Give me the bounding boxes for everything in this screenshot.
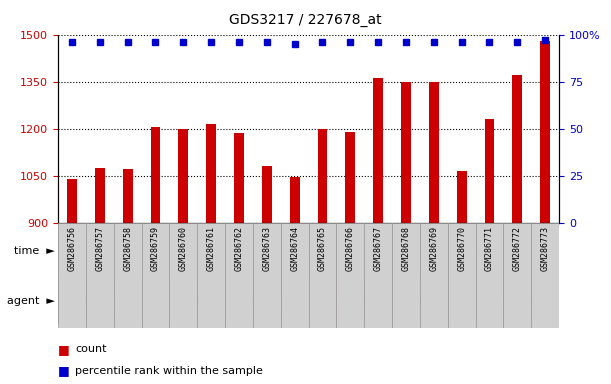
Text: GSM286765: GSM286765 bbox=[318, 226, 327, 271]
Text: count: count bbox=[75, 344, 107, 354]
Bar bbox=[178, 129, 188, 384]
Bar bbox=[392, 223, 420, 328]
Text: control: control bbox=[78, 295, 122, 308]
Text: GSM286766: GSM286766 bbox=[346, 226, 355, 271]
Bar bbox=[150, 127, 160, 384]
Bar bbox=[309, 278, 392, 324]
Bar bbox=[197, 223, 225, 328]
Bar bbox=[280, 223, 309, 328]
Text: ■: ■ bbox=[58, 364, 70, 377]
Text: GSM286763: GSM286763 bbox=[262, 226, 271, 271]
Bar bbox=[253, 223, 280, 328]
Text: GSM286767: GSM286767 bbox=[374, 226, 382, 271]
Bar bbox=[401, 82, 411, 384]
Text: GSM286758: GSM286758 bbox=[123, 226, 132, 271]
Text: GSM286772: GSM286772 bbox=[513, 226, 522, 271]
Text: control: control bbox=[412, 295, 455, 308]
Text: estradiol: estradiol bbox=[156, 295, 211, 308]
Bar bbox=[67, 179, 77, 384]
Bar bbox=[262, 166, 272, 384]
Bar bbox=[429, 82, 439, 384]
Text: control: control bbox=[245, 295, 288, 308]
Text: GDS3217 / 227678_at: GDS3217 / 227678_at bbox=[229, 13, 382, 27]
Bar bbox=[513, 75, 522, 384]
Text: GSM286771: GSM286771 bbox=[485, 226, 494, 271]
Text: GSM286757: GSM286757 bbox=[95, 226, 104, 271]
Bar bbox=[234, 133, 244, 384]
Text: GSM286762: GSM286762 bbox=[235, 226, 243, 271]
Bar bbox=[86, 223, 114, 328]
Text: GSM286759: GSM286759 bbox=[151, 226, 160, 271]
Text: 12 h: 12 h bbox=[128, 244, 155, 257]
Text: percentile rank within the sample: percentile rank within the sample bbox=[75, 366, 263, 376]
Bar bbox=[345, 132, 355, 384]
Bar bbox=[457, 171, 467, 384]
Bar bbox=[485, 119, 494, 384]
Text: GSM286764: GSM286764 bbox=[290, 226, 299, 271]
Bar bbox=[392, 223, 559, 278]
Text: GSM286756: GSM286756 bbox=[67, 226, 76, 271]
Bar bbox=[448, 223, 475, 328]
Bar bbox=[114, 223, 142, 328]
Text: GSM286770: GSM286770 bbox=[457, 226, 466, 271]
Bar bbox=[169, 223, 197, 328]
Bar bbox=[373, 78, 383, 384]
Bar bbox=[503, 223, 531, 328]
Text: GSM286760: GSM286760 bbox=[179, 226, 188, 271]
Bar bbox=[225, 223, 392, 278]
Bar bbox=[420, 223, 448, 328]
Text: 48 h: 48 h bbox=[462, 244, 489, 257]
Bar bbox=[290, 177, 299, 384]
Bar bbox=[309, 223, 337, 328]
Bar bbox=[318, 129, 327, 384]
Bar bbox=[123, 169, 133, 384]
Bar bbox=[337, 223, 364, 328]
Text: GSM286761: GSM286761 bbox=[207, 226, 216, 271]
Text: GSM286773: GSM286773 bbox=[541, 226, 550, 271]
Text: ■: ■ bbox=[58, 343, 70, 356]
Text: GSM286769: GSM286769 bbox=[430, 226, 438, 271]
Text: time  ►: time ► bbox=[14, 245, 55, 256]
Text: 24 h: 24 h bbox=[295, 244, 323, 257]
Text: agent  ►: agent ► bbox=[7, 296, 55, 306]
Bar bbox=[58, 223, 86, 328]
Text: GSM286768: GSM286768 bbox=[401, 226, 411, 271]
Bar bbox=[225, 223, 253, 328]
Bar bbox=[207, 124, 216, 384]
Bar bbox=[58, 278, 142, 324]
Bar bbox=[58, 223, 225, 278]
Bar bbox=[364, 223, 392, 328]
Bar bbox=[95, 168, 104, 384]
Text: estradiol: estradiol bbox=[490, 295, 544, 308]
Bar bbox=[225, 278, 309, 324]
Text: estradiol: estradiol bbox=[323, 295, 378, 308]
Bar bbox=[540, 41, 550, 384]
Bar bbox=[142, 223, 169, 328]
Bar bbox=[475, 278, 559, 324]
Bar bbox=[531, 223, 559, 328]
Bar bbox=[475, 223, 503, 328]
Bar bbox=[142, 278, 225, 324]
Bar bbox=[392, 278, 475, 324]
